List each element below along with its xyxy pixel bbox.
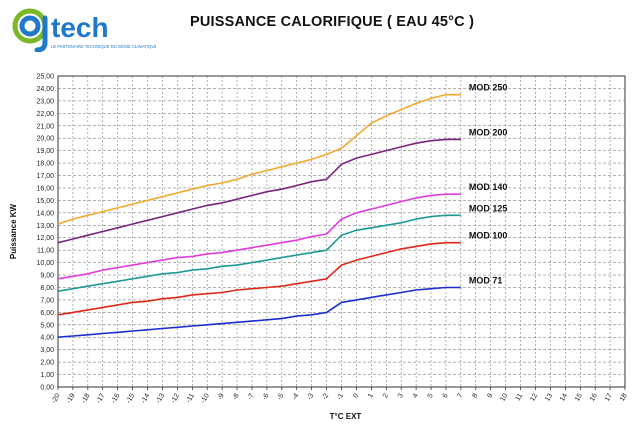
x-tick-label: -5 (276, 392, 285, 401)
x-tick-label: -12 (170, 392, 181, 404)
x-tick-label: -10 (200, 392, 211, 404)
x-tick-label: 0 (352, 392, 360, 399)
x-tick-label: -18 (80, 392, 91, 404)
x-tick-label: 5 (427, 392, 435, 399)
series-label: MOD 140 (469, 182, 508, 192)
series-label: MOD 200 (469, 127, 508, 137)
y-tick-label: 0,00 (40, 385, 54, 392)
x-tick-label: -20 (51, 392, 62, 404)
y-tick-label: 6,00 (40, 310, 54, 317)
x-tick-label: -17 (95, 392, 106, 404)
y-tick-label: 5,00 (40, 322, 54, 329)
series-line-mod-71 (57, 286, 461, 338)
y-tick-label: 14,00 (36, 210, 54, 217)
x-tick-label: 8 (472, 392, 480, 399)
y-tick-label: 13,00 (36, 223, 54, 230)
y-tick-label: 11,00 (37, 248, 54, 255)
x-tick-label: 15 (574, 392, 584, 402)
y-tick-label: 18,00 (36, 161, 54, 168)
plot-area (57, 75, 626, 388)
x-tick-label: 9 (486, 392, 494, 399)
y-tick-label: 12,00 (36, 235, 54, 242)
x-tick-label: -16 (110, 392, 121, 404)
x-tick-label: 6 (442, 392, 450, 399)
y-tick-label: 25,00 (36, 74, 54, 81)
y-tick-label: 2,00 (40, 360, 54, 367)
x-axis-label: T°C EXT (330, 412, 362, 421)
x-tick-label: 11 (515, 392, 525, 402)
x-tick-label: -13 (155, 392, 166, 404)
svg-text:tech: tech (51, 12, 109, 43)
series-label: MOD 71 (469, 275, 503, 285)
series-label: MOD 100 (469, 231, 508, 241)
y-tick-label: 19,00 (36, 148, 54, 155)
svg-text:LE PARTENAIRE TECHNIQUE DU GÉN: LE PARTENAIRE TECHNIQUE DU GÉNIE CLIMATI… (51, 44, 156, 49)
x-tick-label: -7 (247, 392, 256, 401)
x-tick-label: -19 (66, 392, 77, 404)
y-tick-label: 4,00 (40, 335, 54, 342)
y-tick-label: 15,00 (36, 198, 54, 205)
series-line-mod-250 (57, 93, 461, 225)
x-tick-label: -8 (232, 392, 241, 401)
ajtech-logo: tech LE PARTENAIRE TECHNIQUE DU GÉNIE CL… (12, 8, 156, 52)
y-tick-label: 21,00 (36, 123, 54, 130)
y-tick-label: 9,00 (40, 273, 54, 280)
x-tick-label: 18 (619, 392, 629, 402)
y-tick-label: 10,00 (36, 260, 54, 267)
x-tick-label: -14 (140, 392, 151, 404)
x-tick-label: -4 (291, 392, 300, 401)
x-tick-label: -3 (306, 392, 315, 401)
series-line-mod-125 (57, 214, 461, 292)
series-line-mod-140 (57, 193, 461, 280)
series-line-mod-200 (57, 138, 461, 244)
x-tick-label: 7 (457, 392, 465, 399)
x-tick-label: 2 (382, 392, 390, 399)
y-tick-label: 24,00 (36, 86, 54, 93)
x-tick-label: 13 (544, 392, 554, 402)
x-tick-label: 16 (589, 392, 599, 402)
x-tick-label: -1 (336, 392, 345, 401)
y-tick-label: 7,00 (40, 297, 54, 304)
y-tick-label: 17,00 (36, 173, 54, 180)
x-tick-label: -11 (185, 392, 196, 404)
chart-title: PUISSANCE CALORIFIQUE ( EAU 45°C ) (190, 14, 475, 30)
x-tick-label: -2 (321, 392, 330, 401)
x-tick-label: 4 (412, 392, 420, 399)
x-tick-label: -15 (125, 392, 136, 404)
x-tick-label: -6 (261, 392, 270, 401)
y-axis-label: Puissance KW (9, 203, 18, 259)
series-label: MOD 125 (469, 203, 508, 213)
x-tick-label: 12 (529, 392, 539, 402)
x-tick-label: 3 (397, 392, 405, 399)
y-tick-label: 8,00 (40, 285, 54, 292)
series-line-mod-100 (57, 241, 461, 316)
y-tick-label: 16,00 (36, 185, 54, 192)
x-tick-label: 17 (604, 392, 614, 402)
y-tick-label: 22,00 (36, 111, 54, 118)
y-tick-label: 20,00 (36, 136, 54, 143)
y-tick-label: 1,00 (40, 372, 54, 379)
x-tick-label: 10 (499, 392, 509, 402)
x-tick-label: -9 (217, 392, 226, 401)
y-tick-label: 23,00 (36, 98, 54, 105)
x-tick-label: 1 (367, 392, 375, 399)
series-label: MOD 250 (469, 83, 508, 93)
y-tick-label: 3,00 (40, 347, 54, 354)
x-tick-label: 14 (559, 392, 569, 402)
